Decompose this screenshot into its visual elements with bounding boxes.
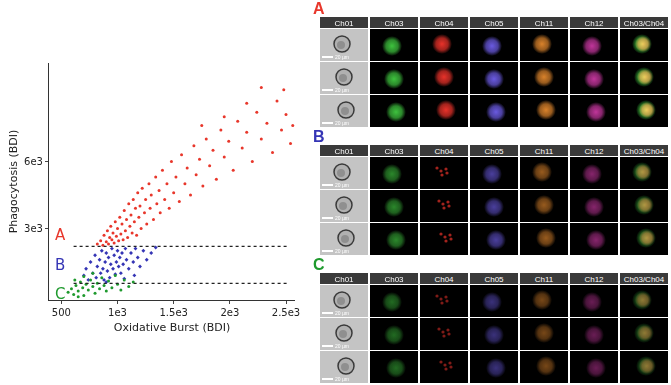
svg-text:20 µm: 20 µm [335, 120, 349, 126]
svg-text:B: B [313, 128, 325, 145]
svg-text:20 µm: 20 µm [335, 248, 349, 254]
svg-text:20 µm: 20 µm [335, 54, 349, 60]
svg-text:3e3: 3e3 [24, 223, 43, 234]
svg-text:20 µm: 20 µm [335, 310, 349, 316]
svg-text:500: 500 [52, 307, 71, 318]
svg-text:Ch12: Ch12 [584, 19, 604, 28]
svg-text:Ch03/Ch04: Ch03/Ch04 [624, 147, 665, 156]
svg-text:Ch11: Ch11 [535, 275, 554, 284]
svg-text:20 µm: 20 µm [335, 376, 349, 382]
svg-text:20 µm: 20 µm [335, 215, 349, 221]
svg-text:A: A [55, 226, 66, 244]
svg-text:1.5e3: 1.5e3 [159, 307, 187, 318]
svg-text:Phagocytosis (BDI): Phagocytosis (BDI) [7, 130, 20, 234]
svg-text:Ch05: Ch05 [484, 147, 504, 156]
svg-text:Ch03: Ch03 [384, 19, 404, 28]
svg-text:B: B [55, 256, 65, 274]
svg-text:Ch01: Ch01 [334, 19, 354, 28]
svg-text:Ch11: Ch11 [535, 19, 554, 28]
svg-text:Ch01: Ch01 [334, 275, 354, 284]
svg-text:20 µm: 20 µm [335, 87, 349, 93]
svg-text:Ch05: Ch05 [484, 275, 504, 284]
svg-text:Ch12: Ch12 [584, 275, 604, 284]
svg-text:Ch12: Ch12 [584, 147, 604, 156]
svg-text:Ch04: Ch04 [434, 275, 454, 284]
svg-text:20 µm: 20 µm [335, 343, 349, 349]
svg-text:Ch04: Ch04 [434, 147, 454, 156]
svg-text:2.5e3: 2.5e3 [272, 307, 300, 318]
svg-text:Ch01: Ch01 [334, 147, 354, 156]
svg-text:2e3: 2e3 [220, 307, 239, 318]
svg-text:Ch03/Ch04: Ch03/Ch04 [624, 19, 665, 28]
svg-text:20 µm: 20 µm [335, 182, 349, 188]
svg-text:1e3: 1e3 [108, 307, 127, 318]
svg-text:Oxidative Burst (BDI): Oxidative Burst (BDI) [114, 321, 231, 334]
svg-text:Ch05: Ch05 [484, 19, 504, 28]
svg-text:Ch03: Ch03 [384, 147, 404, 156]
svg-text:A: A [313, 0, 325, 17]
svg-text:Ch04: Ch04 [434, 19, 454, 28]
svg-text:Ch03/Ch04: Ch03/Ch04 [624, 275, 665, 284]
svg-text:C: C [55, 285, 65, 303]
svg-text:Ch03: Ch03 [384, 275, 404, 284]
svg-text:C: C [313, 256, 325, 273]
svg-text:6e3: 6e3 [24, 156, 43, 167]
svg-text:Ch11: Ch11 [535, 147, 554, 156]
